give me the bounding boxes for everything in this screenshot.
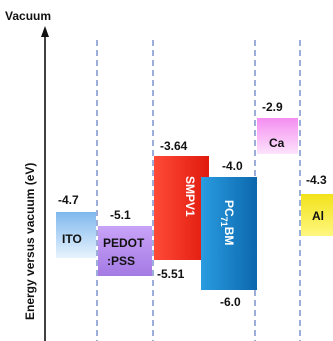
pedot-layer: -5.1 PEDOT :PSS — [98, 208, 152, 276]
smpv1-lumo-label: -3.64 — [160, 139, 188, 153]
smpv1-name-label: SMPV1 — [183, 176, 197, 217]
ito-name-label: ITO — [62, 232, 82, 246]
axis-arrow-icon — [41, 26, 49, 37]
ito-box — [56, 212, 96, 258]
pc71bm-name-base: PC — [222, 200, 236, 217]
pc71bm-lumo-label: -4.0 — [222, 159, 243, 173]
smpv1-homo-label: -5.51 — [157, 267, 185, 281]
pc71bm-layer: -4.0 -6.0 PC71BM — [201, 159, 257, 309]
pc71bm-name-tail: BM — [222, 227, 236, 246]
pc71bm-homo-label: -6.0 — [220, 295, 241, 309]
ito-level-label: -4.7 — [58, 193, 79, 207]
ito-layer: -4.7 ITO — [56, 193, 96, 258]
pc71bm-name-sub: 71 — [219, 217, 229, 227]
pedot-level-label: -5.1 — [110, 208, 131, 222]
ca-name-label: Ca — [269, 136, 285, 150]
pedot-name-line2: :PSS — [107, 254, 135, 268]
pedot-name-line1: PEDOT — [103, 236, 145, 250]
al-level-label: -4.3 — [306, 173, 327, 187]
vacuum-label: Vacuum — [5, 9, 51, 23]
pc71bm-name-label: PC71BM — [219, 200, 236, 245]
al-name-label: Al — [312, 209, 324, 223]
al-box — [301, 194, 333, 236]
pc71bm-box — [201, 177, 257, 290]
ca-box — [257, 118, 298, 154]
ca-level-label: -2.9 — [262, 100, 283, 114]
y-axis-title: Energy versus vacuum (eV) — [23, 163, 37, 320]
pedot-box — [98, 226, 152, 276]
smpv1-layer: -3.64 -5.51 SMPV1 — [154, 139, 209, 281]
smpv1-box — [154, 156, 209, 260]
y-axis — [41, 26, 49, 341]
al-layer: -4.3 Al — [301, 173, 333, 236]
ca-layer: -2.9 Ca — [257, 100, 298, 154]
